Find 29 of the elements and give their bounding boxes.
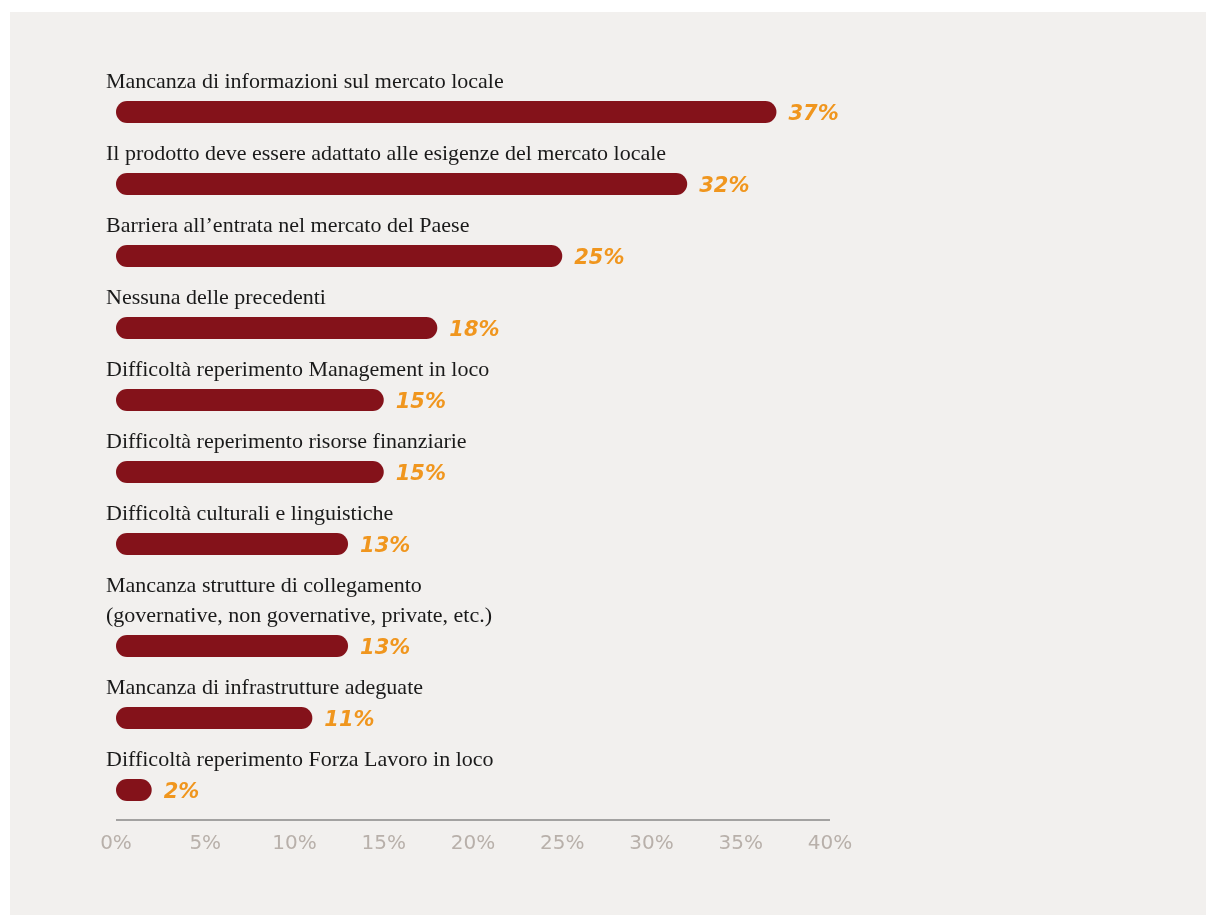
data-label: 15% bbox=[395, 389, 447, 413]
data-label: 2% bbox=[163, 779, 200, 803]
data-label: 37% bbox=[788, 101, 839, 125]
y-tick-label: Mancanza di infrastrutture adeguate bbox=[106, 674, 424, 699]
data-label: 13% bbox=[360, 635, 411, 659]
y-tick-label: Difficoltà reperimento risorse finanziarie bbox=[106, 428, 467, 453]
data-label: 32% bbox=[699, 173, 750, 197]
x-tick-label: 15% bbox=[361, 830, 406, 854]
y-tick-label: Difficoltà reperimento Management in loco bbox=[106, 356, 490, 381]
y-tick-label: Mancanza strutture di collegamento (governative, non governative, private, etc.) bbox=[106, 572, 493, 627]
x-tick-label: 5% bbox=[189, 830, 222, 854]
data-label: 25% bbox=[574, 245, 625, 269]
y-tick-label: Mancanza di informazioni sul mercato locale bbox=[106, 68, 504, 93]
data-label: 18% bbox=[449, 317, 500, 341]
y-tick-label: Nessuna delle precedenti bbox=[106, 284, 326, 309]
data-label: 13% bbox=[360, 533, 411, 557]
data-label: 11% bbox=[324, 707, 375, 731]
x-tick-label: 35% bbox=[718, 830, 763, 854]
x-tick-label: 30% bbox=[629, 830, 674, 854]
y-tick-label: Difficoltà culturali e linguistiche bbox=[106, 500, 394, 525]
x-tick-label: 0% bbox=[100, 830, 132, 854]
x-tick-label: 40% bbox=[807, 830, 853, 854]
x-tick-label: 25% bbox=[540, 830, 585, 854]
x-tick-label: 10% bbox=[272, 830, 317, 854]
y-tick-label: Difficoltà reperimento Forza Lavoro in loco bbox=[106, 746, 494, 771]
y-tick-label: Barriera all’entrata nel mercato del Paese bbox=[106, 212, 470, 237]
data-label: 15% bbox=[395, 461, 447, 485]
y-tick-label: Il prodotto deve essere adattato alle esigenze del mercato locale bbox=[106, 140, 667, 165]
x-tick-label: 20% bbox=[450, 830, 496, 854]
